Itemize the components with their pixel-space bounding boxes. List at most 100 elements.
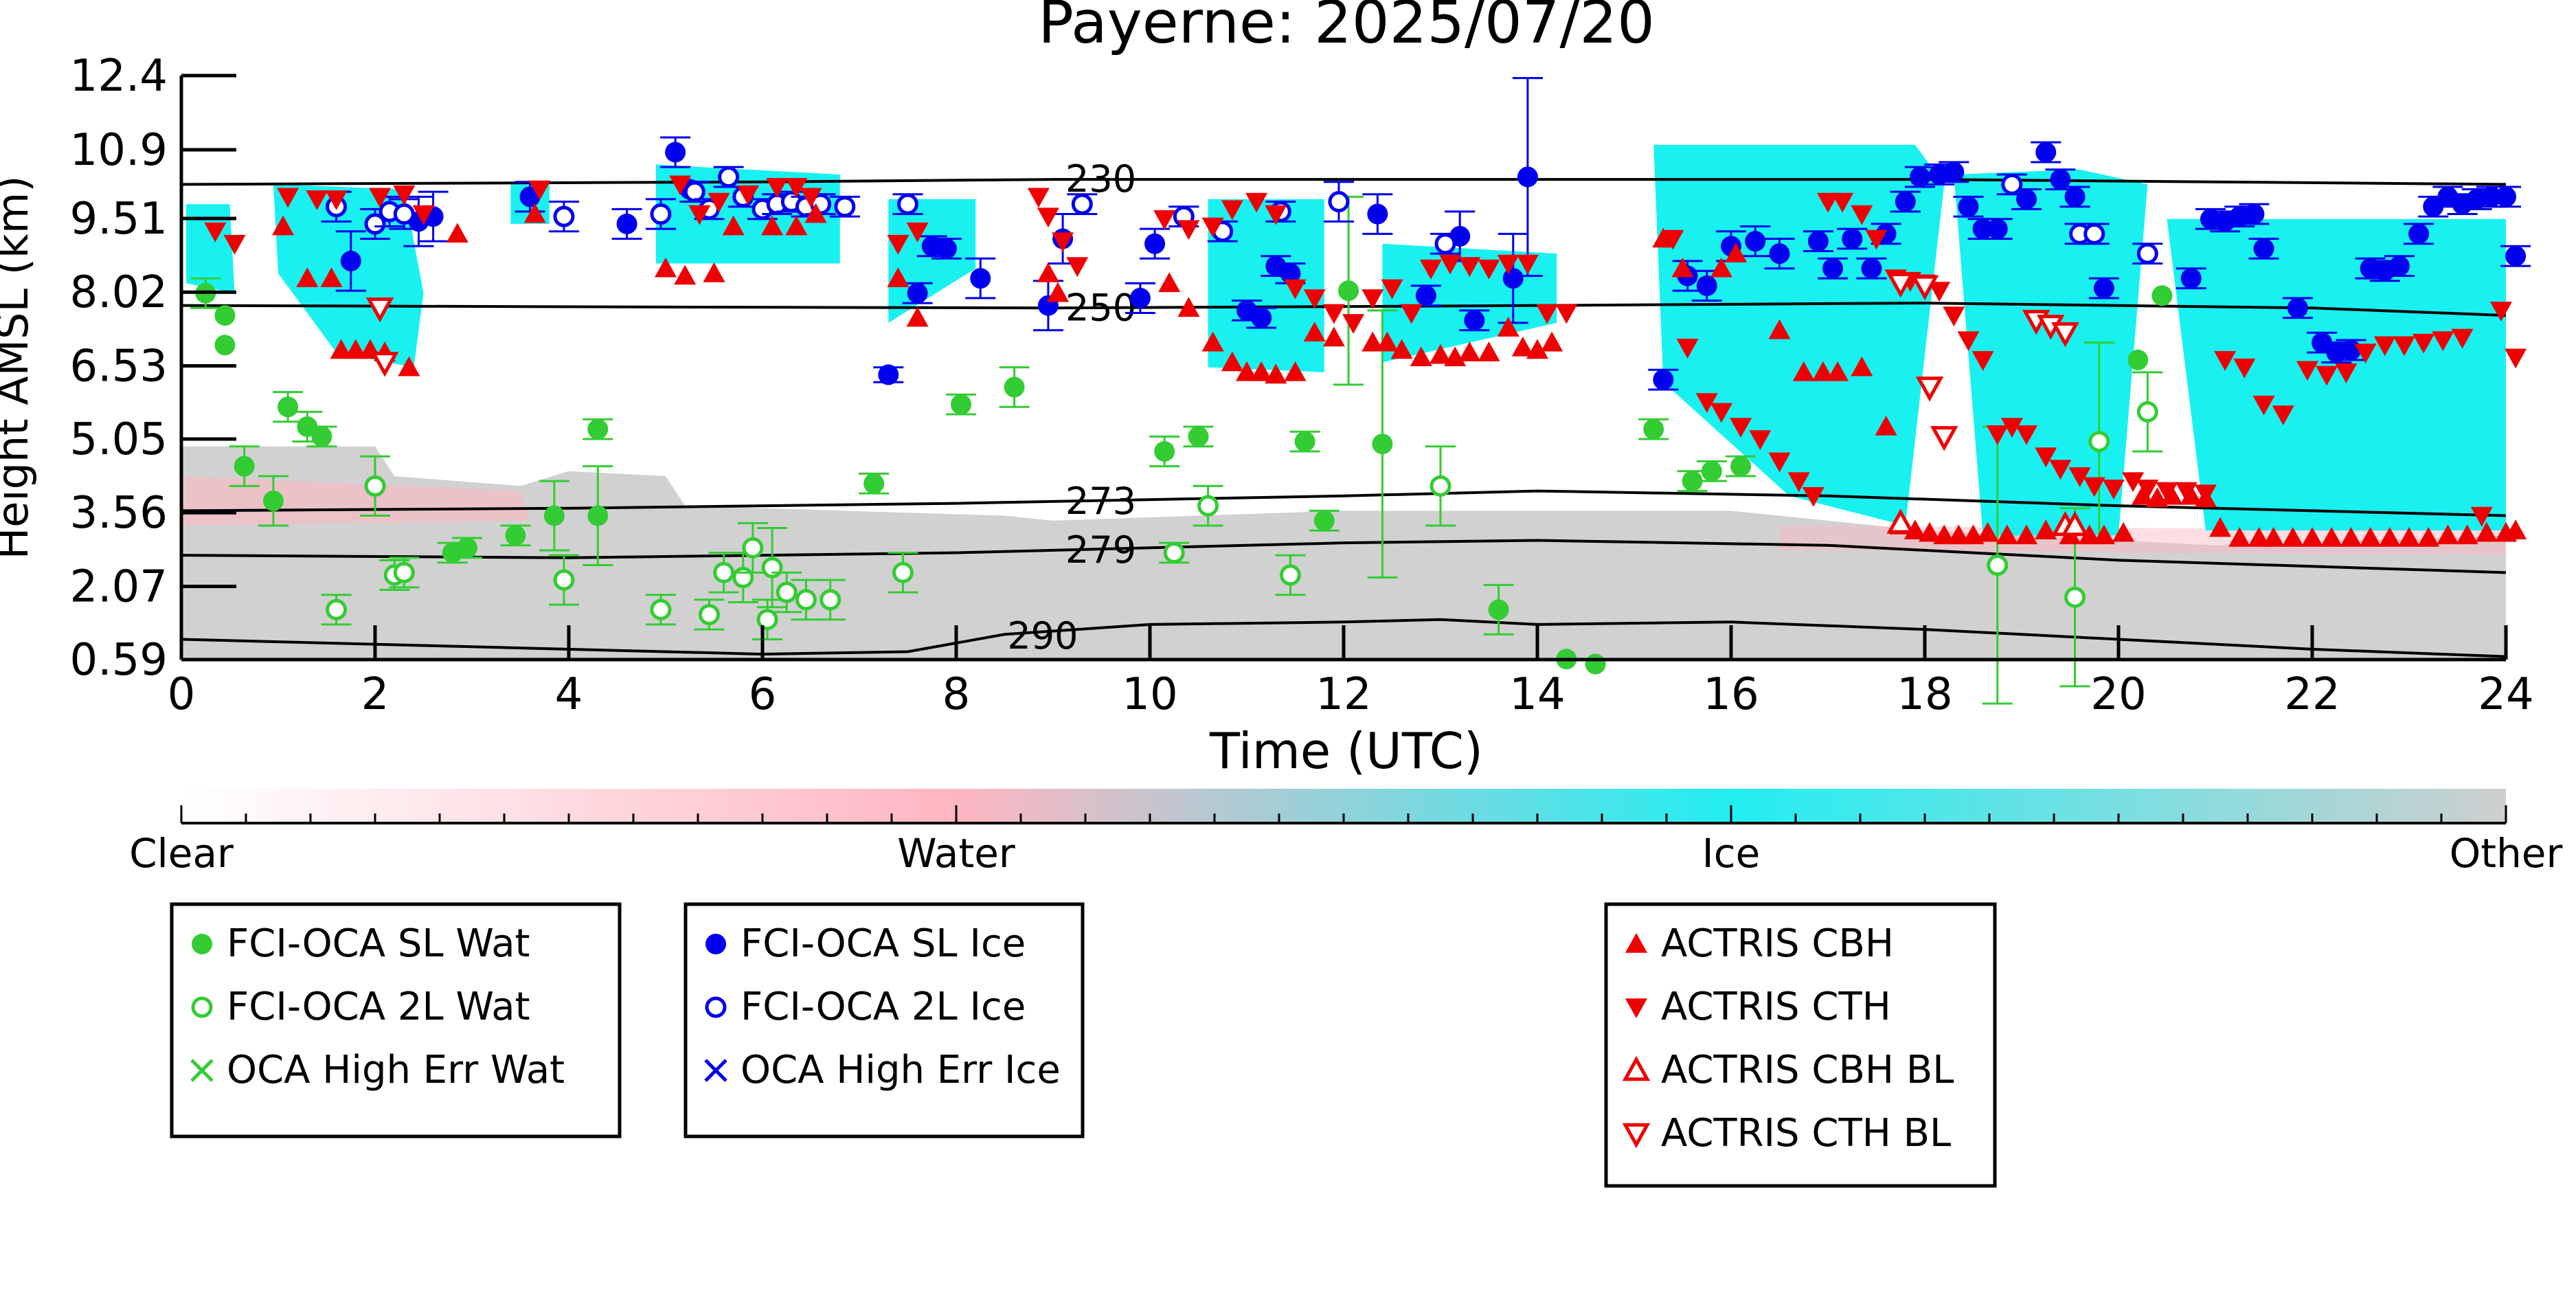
ice-cloud-region (273, 184, 424, 368)
x-axis-label: Time (UTC) (1209, 722, 1483, 780)
isotherm-label: 279 (1065, 528, 1136, 572)
data-point (1372, 434, 1393, 455)
data-point (1807, 231, 1829, 252)
data-point (820, 589, 841, 611)
data-point (2354, 344, 2377, 364)
x-tick-label: 4 (555, 669, 583, 720)
data-point (2088, 431, 2110, 453)
data-point (1769, 243, 1790, 265)
data-point (732, 567, 754, 589)
data-point (1516, 254, 1539, 275)
data-point (1362, 331, 1384, 352)
data-point (2505, 245, 2527, 267)
data-point (1464, 310, 1485, 331)
data-point (1478, 341, 1500, 361)
data-point (1129, 287, 1151, 308)
legend-box (170, 902, 622, 1138)
data-point (1696, 275, 1717, 296)
data-point (234, 456, 255, 477)
colorbar: Clear Water Ice Other (129, 789, 2562, 877)
data-point (1865, 229, 1888, 250)
data-point (1695, 393, 1718, 414)
data-point (1930, 426, 1958, 451)
data-point (1831, 192, 1854, 213)
x-tick-label: 22 (2284, 669, 2340, 720)
x-tick-label: 6 (749, 669, 777, 720)
y-tick-label: 10.9 (70, 125, 168, 176)
data-point (1827, 361, 1849, 381)
data-point (2035, 447, 2057, 468)
data-point (863, 473, 885, 494)
data-point (505, 525, 526, 546)
data-point (2132, 484, 2154, 505)
data-point (1322, 326, 1345, 347)
legend-actris: ACTRIS CBH ACTRIS CTH ACTRIS CBH BL ACTRIS … (1604, 902, 1997, 1188)
data-point (370, 352, 399, 377)
data-point (1701, 460, 1722, 482)
data-point (523, 203, 546, 223)
data-point (650, 203, 672, 225)
series-actris-cbh (272, 203, 2527, 547)
data-point (1958, 196, 1979, 217)
data-point (1047, 282, 1070, 302)
y-tick-label: 2.07 (70, 561, 168, 612)
data-point (2388, 256, 2410, 277)
legend-marker (705, 996, 727, 1018)
data-point (2078, 524, 2101, 545)
data-point (1153, 210, 1176, 230)
data-point (2335, 363, 2358, 383)
data-point (1497, 254, 1519, 275)
data-point (277, 188, 300, 208)
colorbar-label: Ice (1702, 830, 1761, 877)
data-point (1842, 228, 1863, 249)
data-point (2151, 285, 2173, 306)
data-point (683, 181, 705, 203)
data-point (1342, 314, 1365, 334)
data-point (2359, 526, 2382, 547)
data-point (1066, 257, 1089, 278)
data-point (2035, 142, 2057, 163)
y-tick-label: 12.4 (70, 51, 168, 102)
data-point (2061, 510, 2089, 537)
data-point (655, 257, 677, 278)
series-fci-oca-2l-wat (321, 341, 2163, 705)
y-tick-label: 8.02 (70, 267, 168, 318)
legend-label: ACTRIS CTH (1661, 985, 1891, 1029)
data-point (2316, 366, 2338, 386)
data-point (722, 215, 745, 236)
data-point (2393, 336, 2415, 357)
data-point (340, 250, 361, 271)
data-point (1671, 257, 1694, 278)
data-point (1458, 341, 1481, 361)
data-point (718, 166, 740, 188)
data-point (688, 205, 711, 225)
data-point (364, 475, 386, 497)
data-point (1910, 275, 1939, 301)
data-point (1749, 430, 1772, 451)
data-point (1585, 653, 1606, 675)
data-point (1201, 331, 1224, 352)
data-point (2489, 302, 2512, 322)
data-point (1052, 232, 1074, 253)
data-point (2064, 586, 2086, 608)
data-point (1221, 351, 1243, 372)
data-point (1313, 510, 1335, 531)
data-point (1322, 304, 1345, 324)
data-point (543, 505, 565, 526)
data-point (2470, 506, 2493, 527)
legend-marker (705, 934, 726, 954)
data-point (892, 561, 914, 583)
data-point (1768, 452, 1791, 473)
legend-label: FCI-OCA SL Ice (741, 921, 1026, 966)
isotherm-label: 250 (1065, 286, 1136, 329)
series-actris-cth (204, 175, 2527, 527)
data-point (393, 561, 415, 583)
data-point (412, 205, 435, 225)
data-point (785, 215, 808, 236)
data-point (2287, 298, 2308, 319)
data-point (1037, 207, 1059, 228)
data-point (1201, 217, 1224, 238)
data-point (761, 557, 783, 579)
legend-marker (191, 996, 213, 1018)
